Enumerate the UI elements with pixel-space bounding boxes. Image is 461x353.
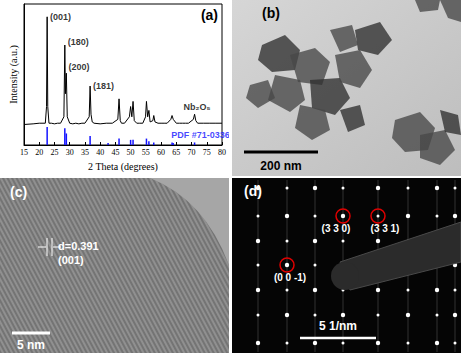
svg-text:60: 60 [157, 148, 165, 157]
svg-text:30: 30 [66, 148, 74, 157]
svg-text:(181): (181) [93, 81, 114, 91]
svg-text:45: 45 [111, 148, 119, 157]
svg-text:(3 3 0): (3 3 0) [322, 223, 351, 234]
svg-text:(001): (001) [50, 12, 71, 22]
svg-text:5 1/nm: 5 1/nm [319, 319, 357, 333]
svg-text:200 nm: 200 nm [260, 159, 301, 173]
svg-text:2 Theta (degrees): 2 Theta (degrees) [88, 161, 158, 173]
svg-text:(180): (180) [68, 37, 89, 47]
svg-text:(d): (d) [244, 183, 262, 199]
svg-text:(a): (a) [201, 7, 218, 23]
svg-text:Nb₂O₅: Nb₂O₅ [183, 102, 210, 112]
svg-text:75: 75 [203, 148, 211, 157]
svg-text:20: 20 [35, 148, 43, 157]
svg-text:15: 15 [20, 148, 28, 157]
svg-text:5 nm: 5 nm [17, 338, 45, 352]
svg-text:50: 50 [127, 148, 135, 157]
svg-text:PDF #71-0336: PDF #71-0336 [171, 130, 229, 140]
svg-text:55: 55 [142, 148, 150, 157]
svg-text:70: 70 [188, 148, 196, 157]
svg-text:(0 0 -1): (0 0 -1) [274, 272, 306, 283]
svg-text:(200): (200) [69, 62, 90, 72]
svg-text:(b): (b) [262, 5, 280, 21]
svg-text:d=0.391: d=0.391 [58, 240, 99, 252]
svg-text:25: 25 [50, 148, 58, 157]
svg-text:40: 40 [96, 148, 104, 157]
svg-text:35: 35 [81, 148, 89, 157]
svg-text:(c): (c) [10, 184, 27, 200]
svg-text:65: 65 [172, 148, 180, 157]
svg-text:(3 3 1): (3 3 1) [371, 223, 400, 234]
svg-text:80: 80 [218, 148, 226, 157]
svg-text:(001): (001) [58, 254, 84, 266]
svg-text:Intensity (a.u.): Intensity (a.u.) [8, 45, 20, 104]
